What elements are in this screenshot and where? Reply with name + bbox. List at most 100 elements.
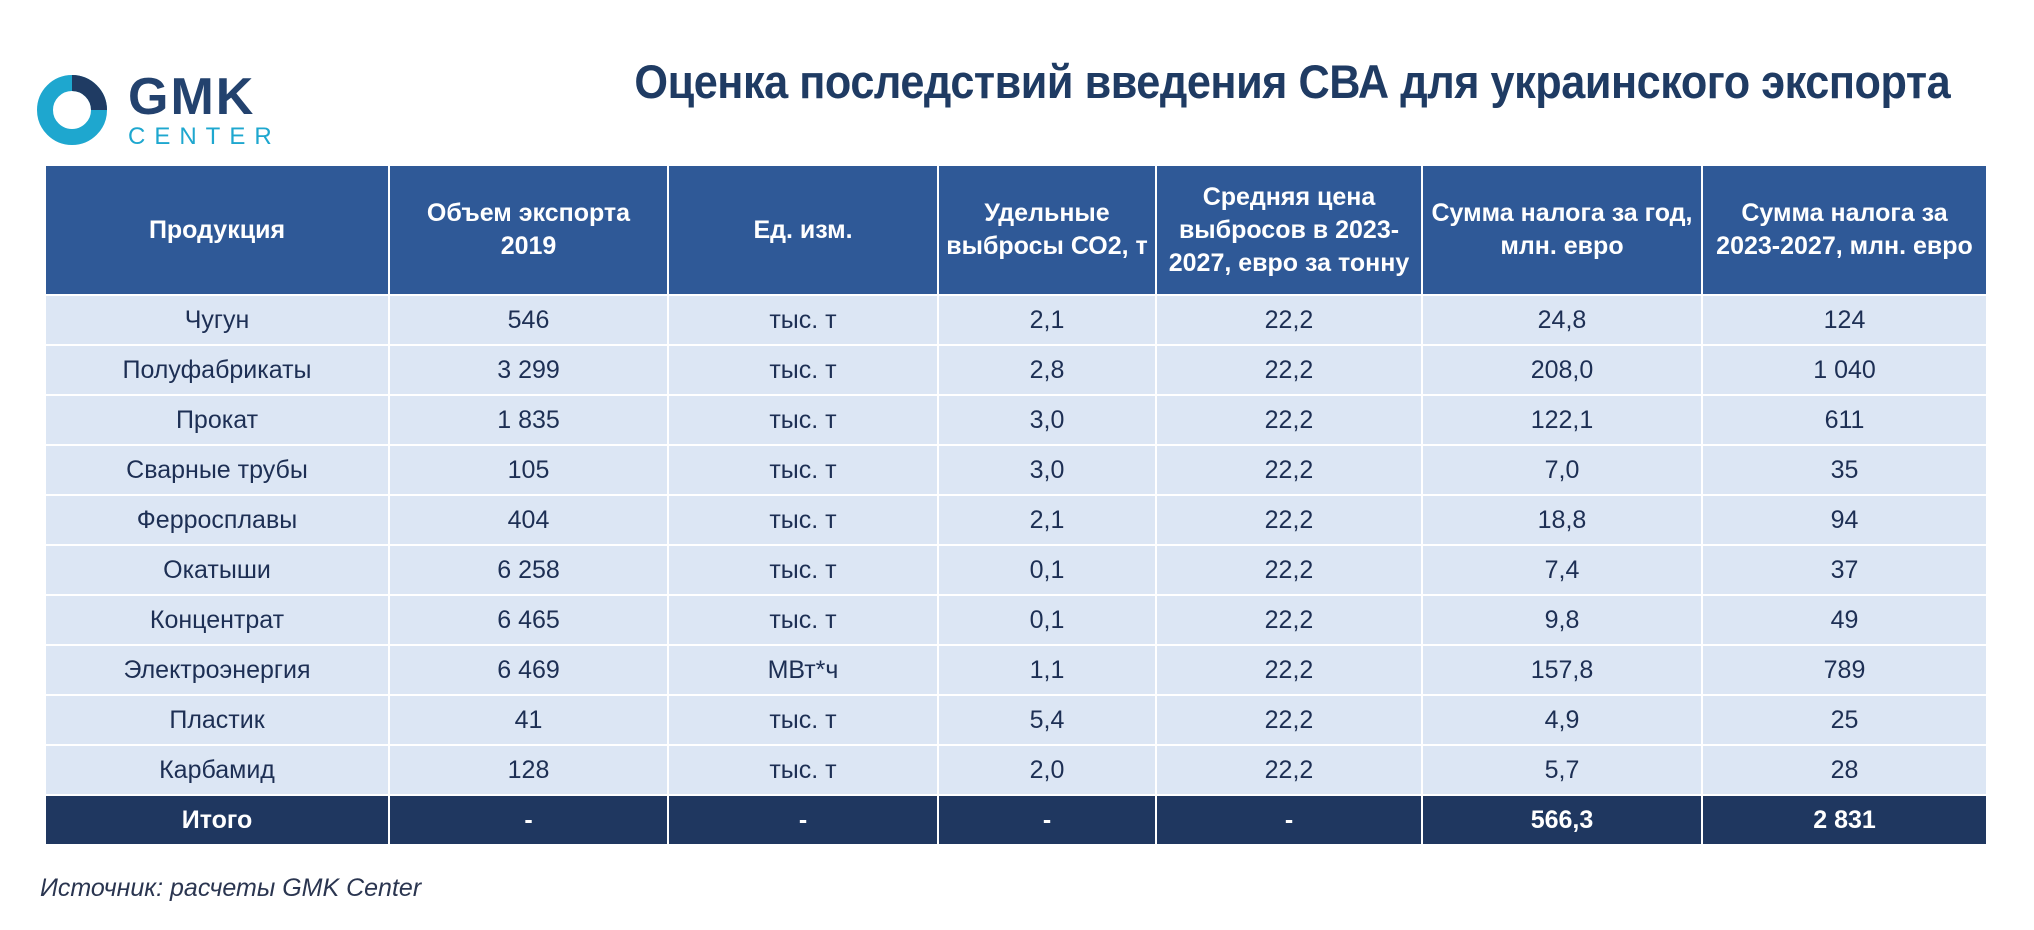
- cell-export-volume: 105: [388, 444, 669, 496]
- cell-tax-year: 7,4: [1421, 544, 1703, 596]
- cell-avg-price: 22,2: [1155, 444, 1423, 496]
- cell-avg-price: 22,2: [1155, 294, 1423, 346]
- cell-tax-total: 25: [1701, 694, 1988, 746]
- header-avg-price: Средняя цена выбросов в 2023-2027, евро …: [1155, 164, 1423, 296]
- cell-emissions: 2,1: [937, 494, 1157, 546]
- total-export-volume: -: [388, 794, 669, 846]
- cell-unit: тыс. т: [667, 544, 939, 596]
- table-row: Окатыши 6 258 тыс. т 0,1 22,2 7,4 37: [44, 544, 1988, 596]
- cell-product: Ферросплавы: [44, 494, 390, 546]
- table-row: Пластик 41 тыс. т 5,4 22,2 4,9 25: [44, 694, 1988, 746]
- cell-emissions: 0,1: [937, 544, 1157, 596]
- table-row: Прокат 1 835 тыс. т 3,0 22,2 122,1 611: [44, 394, 1988, 446]
- cell-product: Чугун: [44, 294, 390, 346]
- cell-unit: тыс. т: [667, 294, 939, 346]
- table-row: Чугун 546 тыс. т 2,1 22,2 24,8 124: [44, 294, 1988, 346]
- cell-tax-year: 5,7: [1421, 744, 1703, 796]
- cell-tax-total: 789: [1701, 644, 1988, 696]
- cell-tax-total: 611: [1701, 394, 1988, 446]
- cell-avg-price: 22,2: [1155, 344, 1423, 396]
- table-row: Электроэнергия 6 469 МВт*ч 1,1 22,2 157,…: [44, 644, 1988, 696]
- header-emissions: Удельные выбросы СО2, т: [937, 164, 1157, 296]
- cell-tax-total: 94: [1701, 494, 1988, 546]
- cell-avg-price: 22,2: [1155, 744, 1423, 796]
- cell-unit: тыс. т: [667, 494, 939, 546]
- cell-tax-year: 122,1: [1421, 394, 1703, 446]
- total-tax-total: 2 831: [1701, 794, 1988, 846]
- cell-emissions: 2,0: [937, 744, 1157, 796]
- cell-unit: тыс. т: [667, 744, 939, 796]
- table-row: Ферросплавы 404 тыс. т 2,1 22,2 18,8 94: [44, 494, 1988, 546]
- logo-main-text: GMK: [128, 68, 256, 126]
- cell-product: Электроэнергия: [44, 644, 390, 696]
- table-row: Полуфабрикаты 3 299 тыс. т 2,8 22,2 208,…: [44, 344, 1988, 396]
- total-tax-year: 566,3: [1421, 794, 1703, 846]
- cell-tax-year: 7,0: [1421, 444, 1703, 496]
- cell-avg-price: 22,2: [1155, 594, 1423, 646]
- cell-export-volume: 41: [388, 694, 669, 746]
- page-title: Оценка последствий введения СВА для укра…: [634, 55, 1950, 108]
- header-product: Продукция: [44, 164, 390, 296]
- cell-export-volume: 1 835: [388, 394, 669, 446]
- total-avg-price: -: [1155, 794, 1423, 846]
- cell-tax-total: 1 040: [1701, 344, 1988, 396]
- cell-emissions: 0,1: [937, 594, 1157, 646]
- cell-export-volume: 3 299: [388, 344, 669, 396]
- cell-product: Карбамид: [44, 744, 390, 796]
- total-row: Итого - - - - 566,3 2 831: [44, 794, 1988, 846]
- cell-emissions: 3,0: [937, 444, 1157, 496]
- cell-emissions: 1,1: [937, 644, 1157, 696]
- cell-tax-total: 35: [1701, 444, 1988, 496]
- export-table: Продукция Объем экспорта 2019 Ед. изм. У…: [44, 164, 1988, 846]
- cell-product: Концентрат: [44, 594, 390, 646]
- cell-unit: тыс. т: [667, 694, 939, 746]
- cell-emissions: 3,0: [937, 394, 1157, 446]
- cell-tax-year: 18,8: [1421, 494, 1703, 546]
- cell-avg-price: 22,2: [1155, 394, 1423, 446]
- cell-unit: тыс. т: [667, 344, 939, 396]
- cell-export-volume: 6 469: [388, 644, 669, 696]
- logo-sub-text: CENTER: [128, 123, 281, 150]
- cell-emissions: 5,4: [937, 694, 1157, 746]
- cell-export-volume: 6 258: [388, 544, 669, 596]
- header-tax-year: Сумма налога за год, млн. евро: [1421, 164, 1703, 296]
- cell-tax-total: 37: [1701, 544, 1988, 596]
- cell-export-volume: 404: [388, 494, 669, 546]
- table-row: Концентрат 6 465 тыс. т 0,1 22,2 9,8 49: [44, 594, 1988, 646]
- cell-tax-total: 124: [1701, 294, 1988, 346]
- header-row: Продукция Объем экспорта 2019 Ед. изм. У…: [44, 164, 1988, 296]
- cell-tax-total: 28: [1701, 744, 1988, 796]
- cell-avg-price: 22,2: [1155, 544, 1423, 596]
- cell-tax-year: 157,8: [1421, 644, 1703, 696]
- source-note: Источник: расчеты GMK Center: [40, 874, 422, 902]
- total-label: Итого: [44, 794, 390, 846]
- gmk-ring-logo-icon: [37, 75, 107, 145]
- cell-emissions: 2,1: [937, 294, 1157, 346]
- cell-product: Пластик: [44, 694, 390, 746]
- table-row: Карбамид 128 тыс. т 2,0 22,2 5,7 28: [44, 744, 1988, 796]
- cell-tax-year: 4,9: [1421, 694, 1703, 746]
- header-tax-total: Сумма налога за 2023-2027, млн. евро: [1701, 164, 1988, 296]
- header-export-volume: Объем экспорта 2019: [388, 164, 669, 296]
- cell-tax-year: 24,8: [1421, 294, 1703, 346]
- cell-export-volume: 546: [388, 294, 669, 346]
- cell-unit: тыс. т: [667, 444, 939, 496]
- cell-product: Сварные трубы: [44, 444, 390, 496]
- cell-export-volume: 128: [388, 744, 669, 796]
- cell-tax-total: 49: [1701, 594, 1988, 646]
- total-emissions: -: [937, 794, 1157, 846]
- cell-product: Прокат: [44, 394, 390, 446]
- table-row: Сварные трубы 105 тыс. т 3,0 22,2 7,0 35: [44, 444, 1988, 496]
- cell-product: Полуфабрикаты: [44, 344, 390, 396]
- header-unit: Ед. изм.: [667, 164, 939, 296]
- cell-avg-price: 22,2: [1155, 694, 1423, 746]
- cell-unit: МВт*ч: [667, 644, 939, 696]
- cell-tax-year: 9,8: [1421, 594, 1703, 646]
- cell-tax-year: 208,0: [1421, 344, 1703, 396]
- cell-unit: тыс. т: [667, 594, 939, 646]
- total-unit: -: [667, 794, 939, 846]
- gmk-logo: GMK CENTER: [36, 70, 276, 150]
- cell-emissions: 2,8: [937, 344, 1157, 396]
- cell-unit: тыс. т: [667, 394, 939, 446]
- cell-export-volume: 6 465: [388, 594, 669, 646]
